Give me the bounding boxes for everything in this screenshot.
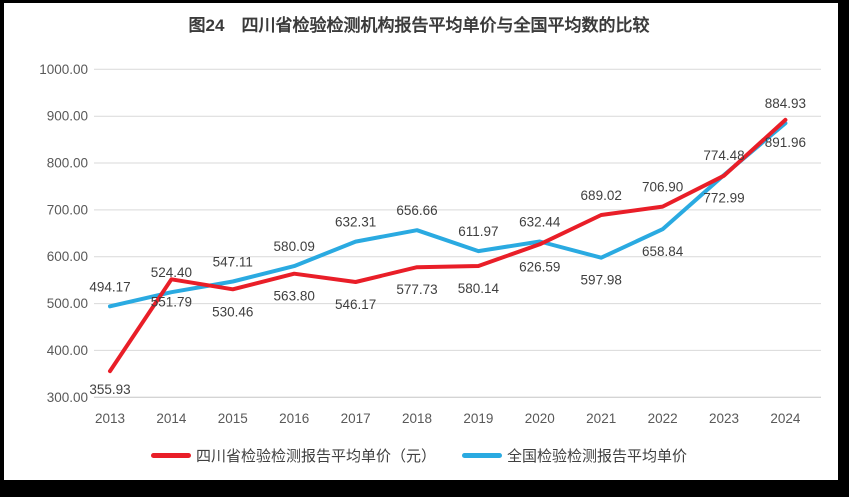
data-label-national-2022: 658.84: [642, 244, 684, 259]
x-tick-label: 2021: [586, 411, 616, 426]
legend-item-sichuan: 四川省检验检测报告平均单价（元）: [150, 445, 436, 466]
x-tick-label: 2017: [341, 411, 371, 426]
data-label-sichuan-2024: 891.96: [765, 135, 806, 150]
frame-border-right: [838, 0, 849, 497]
legend-label-sichuan: 四川省检验检测报告平均单价（元）: [195, 448, 436, 465]
y-axis-tick-labels: 1000.00 900.00 800.00 700.00 600.00 500.00 400…: [39, 62, 88, 405]
data-label-national-2023: 774.48: [703, 148, 744, 163]
data-label-national-2017: 632.31: [335, 215, 376, 230]
legend-item-national: 全国检验检测报告平均单价: [462, 445, 687, 466]
data-label-sichuan-2021: 689.02: [581, 188, 622, 203]
y-tick-label: 500.00: [47, 296, 88, 311]
x-tick-label: 2022: [648, 411, 678, 426]
data-label-sichuan-2019: 580.14: [458, 281, 500, 296]
y-tick-label: 400.00: [47, 343, 88, 358]
data-label-national-2024: 884.93: [765, 96, 806, 111]
data-label-sichuan-2013: 355.93: [89, 382, 130, 397]
frame-border-left: [0, 0, 4, 497]
data-label-national-2018: 656.66: [396, 203, 437, 218]
y-tick-label: 900.00: [47, 109, 88, 124]
data-label-national-2014: 524.40: [151, 265, 192, 280]
legend-label-national: 全国检验检测报告平均单价: [507, 448, 688, 465]
data-label-sichuan-2018: 577.73: [396, 282, 437, 297]
data-label-national-2019: 611.97: [458, 224, 498, 239]
x-tick-label: 2014: [156, 411, 187, 426]
series-line-national: [108, 121, 788, 309]
data-label-sichuan-2023: 772.99: [703, 191, 744, 206]
data-label-sichuan-2014: 551.79: [151, 294, 192, 309]
x-tick-label: 2018: [402, 411, 432, 426]
y-tick-label: 800.00: [47, 156, 88, 171]
chart-title: 图24 四川省检验检测机构报告平均单价与全国平均数的比较: [188, 16, 650, 35]
frame-border-bottom: [0, 480, 849, 497]
x-tick-label: 2020: [525, 411, 555, 426]
x-tick-label: 2023: [709, 411, 739, 426]
x-tick-label: 2024: [770, 411, 801, 426]
legend: 四川省检验检测报告平均单价（元） 全国检验检测报告平均单价: [0, 445, 838, 466]
data-label-sichuan-2022: 706.90: [642, 180, 683, 195]
x-tick-label: 2019: [463, 411, 493, 426]
y-tick-label: 700.00: [47, 202, 88, 217]
data-label-sichuan-2016: 563.80: [274, 289, 315, 304]
data-label-sichuan-2017: 546.17: [335, 297, 376, 312]
legend-swatch-sichuan-icon: [150, 453, 191, 458]
x-tick-label: 2015: [218, 411, 248, 426]
x-axis-tick-labels: 2013 2014 2015 2016 2017 2018 2019 2020 2021 2022…: [95, 411, 801, 426]
series-line-sichuan: [108, 117, 788, 374]
legend-swatch-national-icon: [462, 453, 502, 458]
y-tick-label: 600.00: [47, 249, 88, 264]
data-label-national-2021: 597.98: [581, 273, 622, 288]
data-label-sichuan-2015: 530.46: [212, 304, 253, 319]
data-label-national-2016: 580.09: [274, 239, 315, 254]
data-labels: 355.93 551.79 530.46 563.80 546.17 577.73 580.…: [89, 96, 806, 397]
x-tick-label: 2016: [279, 411, 309, 426]
frame-border-top: [0, 0, 849, 3]
data-label-national-2013: 494.17: [89, 279, 130, 294]
data-label-national-2020: 632.44: [519, 215, 561, 230]
gridlines: [94, 68, 821, 398]
data-label-sichuan-2020: 626.59: [519, 259, 560, 274]
data-label-national-2015: 547.11: [213, 255, 253, 270]
x-tick-label: 2013: [95, 411, 125, 426]
y-tick-label: 1000.00: [39, 62, 88, 77]
y-tick-label: 300.00: [47, 390, 88, 405]
